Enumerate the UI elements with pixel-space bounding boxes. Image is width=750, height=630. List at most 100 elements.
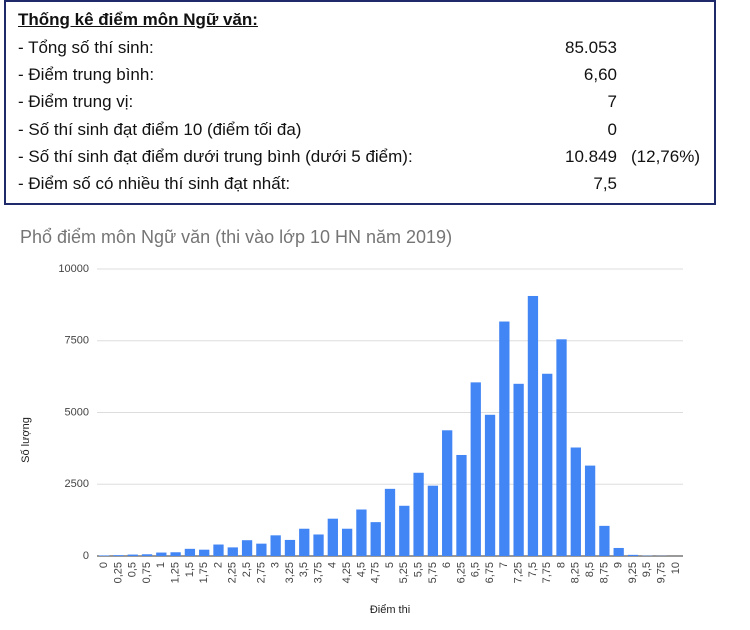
bar bbox=[370, 522, 381, 556]
x-axis-title: Điểm thi bbox=[370, 604, 410, 616]
x-tick-label: 9 bbox=[613, 562, 625, 568]
x-tick-label: 9,5 bbox=[641, 562, 653, 577]
bar bbox=[499, 321, 510, 556]
x-tick-label: 6 bbox=[441, 562, 453, 568]
x-tick-label: 1,75 bbox=[198, 562, 210, 583]
bar bbox=[399, 505, 410, 556]
chart-title: Phổ điểm môn Ngữ văn (thi vào lớp 10 HN … bbox=[20, 227, 452, 247]
x-tick-label: 5,25 bbox=[398, 562, 410, 583]
bar bbox=[584, 465, 596, 556]
x-tick-label: 4 bbox=[327, 562, 339, 568]
bar bbox=[113, 555, 124, 556]
x-tick-label: 5,75 bbox=[427, 562, 439, 583]
x-tick-label: 0,25 bbox=[112, 562, 124, 583]
bar bbox=[99, 555, 110, 556]
x-tick-label: 5,5 bbox=[412, 562, 424, 577]
bar bbox=[513, 383, 524, 556]
x-tick-label: 7,5 bbox=[527, 562, 539, 577]
bar bbox=[156, 552, 167, 556]
x-tick-label: 3,5 bbox=[298, 562, 310, 577]
bar bbox=[413, 472, 424, 556]
bar bbox=[456, 454, 467, 556]
x-tick-label: 2 bbox=[212, 562, 224, 568]
bar bbox=[442, 430, 453, 556]
stats-label: - Số thí sinh đạt điểm dưới trung bình (… bbox=[18, 147, 413, 166]
bar bbox=[199, 549, 210, 556]
stats-extra: (12,76%) bbox=[631, 147, 700, 166]
x-tick-label: 6,75 bbox=[484, 562, 496, 583]
stats-label: - Điểm trung bình: bbox=[18, 65, 155, 84]
stats-value: 85.053 bbox=[565, 38, 617, 57]
bar bbox=[299, 528, 310, 556]
bar bbox=[341, 528, 353, 556]
bar bbox=[284, 539, 296, 556]
bar bbox=[184, 548, 196, 556]
x-tick-label: 4,5 bbox=[355, 562, 367, 577]
bar bbox=[570, 447, 581, 556]
x-tick-label: 2,25 bbox=[227, 562, 239, 583]
stats-box: Thống kê điểm môn Ngữ văn: - Tổng số thí… bbox=[4, 0, 716, 205]
bar bbox=[227, 547, 238, 556]
bar bbox=[170, 552, 181, 556]
bar bbox=[484, 414, 496, 556]
y-tick-label: 10000 bbox=[58, 263, 89, 275]
x-tick-label: 1,25 bbox=[170, 562, 182, 583]
x-tick-label: 6,25 bbox=[455, 562, 467, 583]
x-tick-label: 8,75 bbox=[598, 562, 610, 583]
stats-value: 0 bbox=[607, 120, 617, 139]
x-tick-label: 2,5 bbox=[241, 562, 253, 577]
bar bbox=[213, 544, 224, 556]
bar bbox=[542, 373, 553, 556]
x-tick-label: 6,5 bbox=[470, 562, 482, 577]
x-tick-label: 3,25 bbox=[284, 562, 296, 583]
x-tick-label: 9,75 bbox=[655, 562, 667, 583]
bar bbox=[256, 543, 267, 556]
stats-label: - Tổng số thí sinh: bbox=[18, 38, 154, 57]
bar bbox=[599, 525, 610, 556]
x-tick-label: 0,75 bbox=[141, 562, 153, 583]
x-tick-label: 0,5 bbox=[127, 562, 139, 577]
bar bbox=[313, 534, 324, 556]
bar bbox=[556, 339, 567, 556]
x-tick-label: 8,5 bbox=[584, 562, 596, 577]
stats-value: 6,60 bbox=[583, 65, 617, 84]
x-tick-label: 1,5 bbox=[184, 562, 196, 577]
x-tick-label: 0 bbox=[98, 562, 110, 568]
stats-value: 7,5 bbox=[593, 174, 617, 193]
x-tick-label: 8,25 bbox=[570, 562, 582, 583]
x-tick-label: 7,75 bbox=[541, 562, 553, 583]
x-tick-label: 5 bbox=[384, 562, 396, 568]
x-tick-label: 3 bbox=[270, 562, 282, 568]
stats-value: 7 bbox=[607, 92, 617, 111]
bar bbox=[141, 554, 153, 556]
x-tick-label: 7 bbox=[498, 562, 510, 568]
stats-label: - Điểm số có nhiều thí sinh đạt nhất: bbox=[18, 174, 291, 193]
x-tick-label: 8 bbox=[555, 562, 567, 568]
bar bbox=[527, 295, 539, 556]
bar bbox=[613, 547, 624, 556]
bar bbox=[470, 382, 481, 556]
y-tick-label: 2500 bbox=[65, 478, 89, 490]
bar bbox=[384, 488, 396, 556]
x-tick-label: 2,75 bbox=[255, 562, 267, 583]
x-tick-label: 10 bbox=[670, 562, 682, 574]
stats-title: Thống kê điểm môn Ngữ văn: bbox=[18, 10, 258, 29]
x-tick-label: 3,75 bbox=[312, 562, 324, 583]
x-tick-label: 9,25 bbox=[627, 562, 639, 583]
y-axis-title: Số lượng bbox=[20, 417, 32, 463]
bar bbox=[127, 554, 138, 556]
x-tick-label: 7,25 bbox=[513, 562, 525, 583]
x-tick-label: 4,25 bbox=[341, 562, 353, 583]
x-tick-label: 1 bbox=[155, 562, 167, 568]
bar bbox=[241, 540, 253, 556]
bar bbox=[270, 535, 281, 556]
bar bbox=[627, 554, 639, 556]
y-tick-label: 0 bbox=[83, 550, 89, 562]
y-tick-label: 5000 bbox=[65, 406, 89, 418]
chart: Phổ điểm môn Ngữ văn (thi vào lớp 10 HN … bbox=[20, 227, 683, 616]
bar bbox=[327, 518, 338, 556]
bar bbox=[356, 509, 367, 556]
stats-label: - Số thí sinh đạt điểm 10 (điểm tối đa) bbox=[18, 120, 302, 139]
stats-value: 10.849 bbox=[565, 147, 617, 166]
